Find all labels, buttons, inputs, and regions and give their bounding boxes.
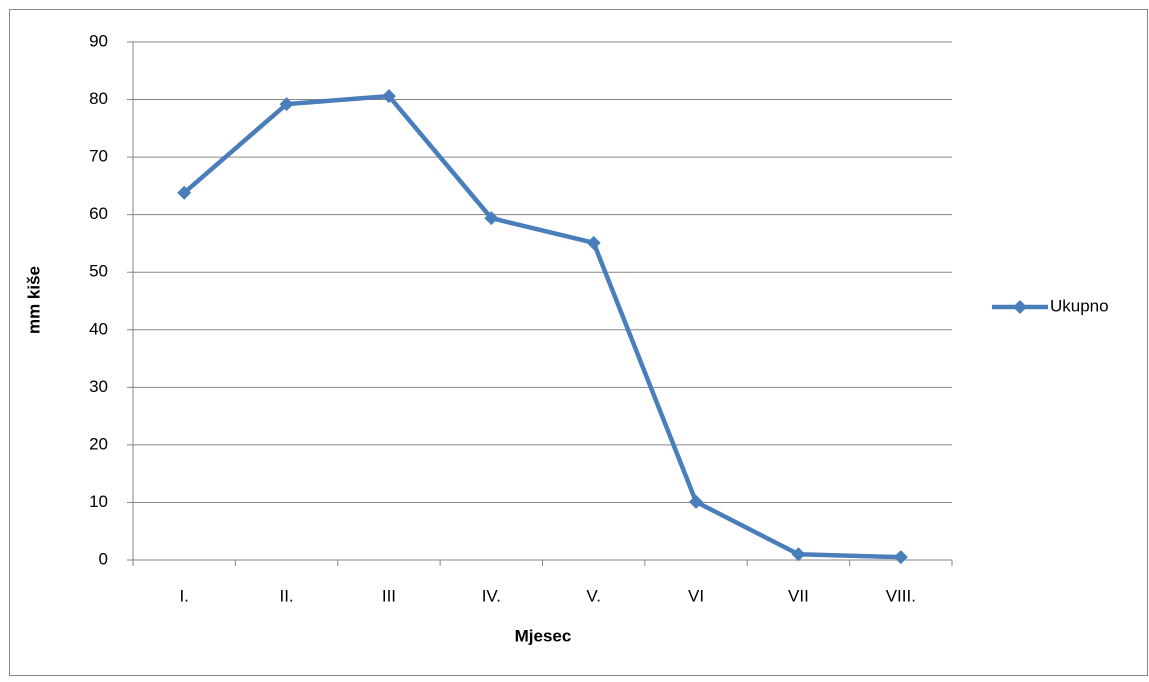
- legend-marker: [1013, 300, 1027, 314]
- y-tick-label: 40: [89, 319, 108, 338]
- y-tick-label: 50: [89, 262, 108, 281]
- data-point: [586, 235, 601, 250]
- y-tick-label: 70: [89, 147, 108, 166]
- x-tick-label: I.: [179, 586, 188, 605]
- x-tick-label: VI: [688, 586, 704, 605]
- y-axis-label: mm kiše: [24, 266, 43, 334]
- y-tick-label: 20: [89, 434, 108, 453]
- x-axis-label: Mjesec: [515, 626, 572, 645]
- y-tick-label: 30: [89, 377, 108, 396]
- y-tick-label: 60: [89, 204, 108, 223]
- data-point: [689, 494, 704, 509]
- y-tick-label: 0: [99, 549, 108, 568]
- data-point: [279, 97, 294, 112]
- x-tick-label: III: [382, 586, 396, 605]
- data-point: [177, 185, 192, 200]
- legend-label: Ukupno: [1050, 296, 1109, 315]
- y-tick-label: 80: [89, 89, 108, 108]
- chart-frame: [9, 9, 1148, 676]
- x-tick-label: VIII.: [886, 586, 916, 605]
- data-point: [484, 211, 499, 226]
- y-tick-label: 10: [89, 492, 108, 511]
- x-tick-label: IV.: [482, 586, 501, 605]
- data-point: [381, 89, 396, 104]
- data-line: [182, 93, 901, 560]
- y-tick-label: 90: [89, 31, 108, 50]
- data-point: [893, 550, 908, 565]
- x-tick-label: VII: [788, 586, 809, 605]
- data-point: [791, 547, 806, 562]
- x-tick-label: V.: [586, 586, 601, 605]
- x-tick-label: II.: [279, 586, 293, 605]
